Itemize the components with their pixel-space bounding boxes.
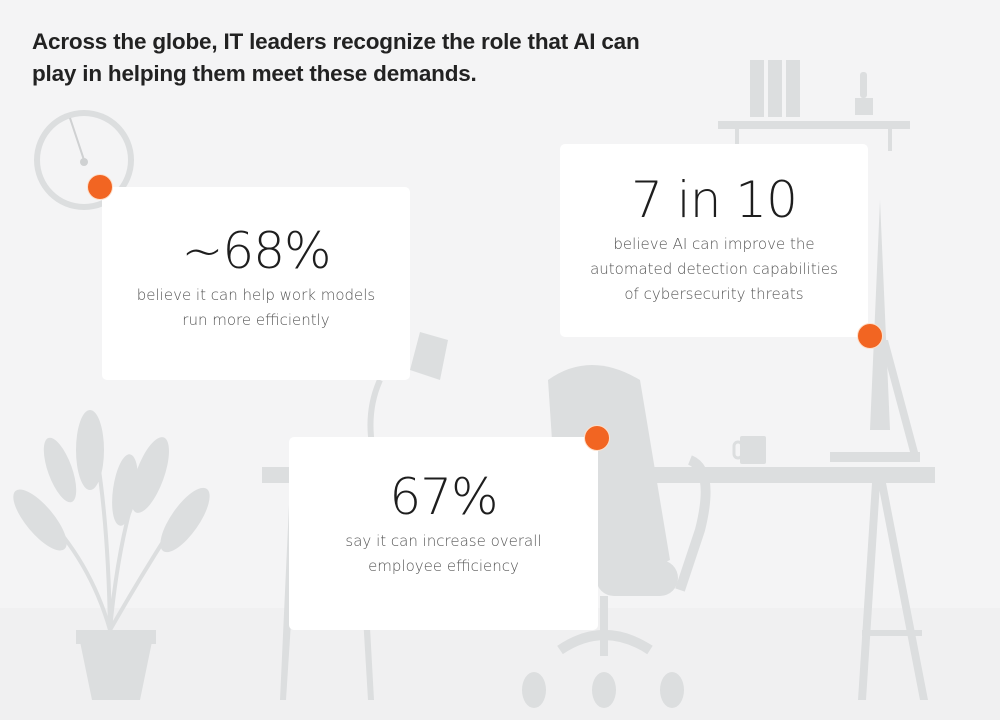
stat-card-employee-efficiency: 67% say it can increase overall employee… bbox=[289, 437, 598, 630]
stat-card-work-models: ~68% believe it can help work models run… bbox=[102, 187, 410, 380]
mug-icon bbox=[732, 436, 766, 464]
stat-card-cybersecurity: 7 in 10 believe AI can improve the autom… bbox=[560, 144, 868, 337]
stat-value: 67% bbox=[389, 468, 498, 526]
bookshelf-icon bbox=[718, 60, 910, 151]
cactus-icon bbox=[855, 72, 873, 115]
stat-value: ~68% bbox=[181, 222, 331, 280]
accent-dot bbox=[857, 323, 883, 349]
monitor-icon bbox=[830, 200, 920, 462]
headline: Across the globe, IT leaders recognize t… bbox=[32, 29, 640, 86]
accent-dot bbox=[87, 174, 113, 200]
stat-description: believe AI can improve the automated det… bbox=[590, 235, 838, 303]
stat-value: 7 in 10 bbox=[631, 171, 798, 229]
stat-description: say it can increase overall employee eff… bbox=[345, 532, 542, 575]
plant-icon bbox=[13, 410, 210, 700]
stat-description: believe it can help work models run more… bbox=[136, 286, 376, 329]
accent-dot bbox=[584, 425, 610, 451]
